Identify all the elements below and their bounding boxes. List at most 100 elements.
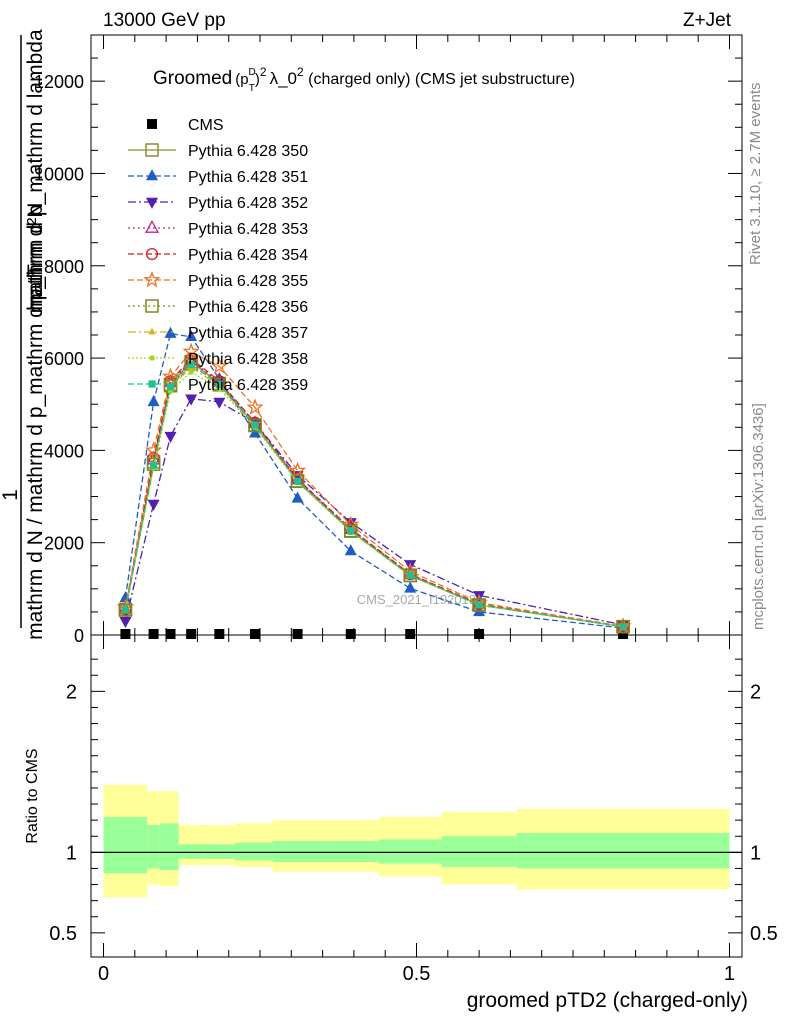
- data-point: [144, 441, 163, 458]
- analysis-watermark: CMS_2021_I1920187: [357, 592, 484, 607]
- data-point: [185, 394, 198, 406]
- ratio-y-tick-label-right: 0.5: [750, 923, 778, 945]
- x-tick-label: 0: [98, 963, 109, 985]
- x-tick-label: 0.5: [403, 963, 431, 985]
- data-point: [347, 527, 355, 535]
- data-point: [345, 629, 356, 639]
- data-point: [246, 398, 264, 415]
- data-point: [147, 395, 160, 407]
- data-point: [472, 598, 486, 612]
- series-line: [124, 397, 624, 626]
- data-point: [292, 629, 303, 639]
- plot-title: Groomed (pD T)2 λ_02 (charged only) (CMS je…: [153, 65, 575, 94]
- y-tick-label: 8000: [44, 257, 84, 277]
- series-pythia-351: [119, 326, 630, 633]
- legend-marker: [145, 299, 159, 313]
- series-pythia-358: [122, 369, 626, 630]
- ratio-y-label: Ratio to CMS: [24, 748, 41, 843]
- ratio-y-tick-label-right: 1: [750, 842, 761, 864]
- data-point: [149, 461, 158, 469]
- ratio-plot: 0.5 0.51 12 2 0 0.5 1 Ratio to CMS groomed pT…: [24, 634, 778, 1012]
- series-pythia-357: [121, 363, 627, 630]
- legend-entry-label: Pythia 6.428 359: [188, 377, 308, 394]
- data-point: [119, 616, 132, 629]
- data-point: [119, 591, 132, 603]
- data-point: [148, 629, 159, 639]
- ratio-x-ticks: 0 0.5 1: [98, 635, 735, 985]
- ratio-y-tick-label-right: 2: [750, 681, 761, 703]
- main-series: [116, 326, 632, 639]
- legend-marker: [145, 247, 159, 261]
- data-point: [185, 329, 198, 342]
- legend: CMS Pythia 6.428 350 Pythia 6.428 351 Pythi…: [128, 117, 308, 394]
- y-tick-label: 4000: [44, 441, 84, 461]
- legend-entry-label: Pythia 6.428 356: [188, 299, 308, 316]
- ratio-y-tick-label: 0.5: [49, 923, 77, 945]
- data-point: [474, 629, 485, 639]
- y-label-denominator: mathrm d N / mathrm d p_mathrm d p_T: [24, 264, 47, 640]
- data-point: [251, 421, 259, 429]
- legend-marker: [147, 119, 157, 129]
- legend-marker: [146, 197, 158, 209]
- data-point: [187, 360, 195, 369]
- ratio-stat-band: [178, 844, 204, 859]
- data-point: [475, 601, 483, 609]
- data-point: [291, 491, 304, 503]
- legend-entry-label: Pythia 6.428 357: [188, 325, 308, 342]
- data-point: [404, 581, 417, 593]
- data-point: [165, 629, 176, 639]
- y-label-denominator-top: 1: [0, 489, 22, 501]
- series-line: [124, 363, 624, 628]
- mcplots-label: mcplots.cern.ch [arXiv:1306.3436]: [750, 403, 767, 630]
- legend-entry-label: Pythia 6.428 358: [188, 351, 308, 368]
- data-point: [147, 499, 160, 511]
- ratio-stat-band: [234, 842, 273, 861]
- legend-marker: [144, 220, 160, 233]
- series-line: [124, 371, 624, 628]
- data-point: [406, 571, 414, 580]
- header-left: 13000 GeV pp: [103, 10, 226, 31]
- series-line: [124, 357, 624, 628]
- data-point: [403, 568, 417, 583]
- ratio-stat-band: [147, 824, 160, 869]
- ratio-plot-frame: [90, 634, 743, 958]
- legend-marker: [143, 270, 161, 288]
- y-tick-label: 10000: [34, 164, 84, 184]
- ratio-y-tick-label: 2: [66, 681, 77, 703]
- ratio-stat-band: [272, 841, 323, 863]
- legend-marker: [148, 380, 156, 388]
- ratio-stat-band: [203, 844, 235, 859]
- ratio-bands: [103, 784, 730, 898]
- data-point: [288, 461, 307, 479]
- data-point: [164, 431, 177, 443]
- ratio-stat-band: [441, 836, 517, 867]
- legend-entry-label: CMS: [188, 117, 224, 134]
- data-point: [619, 623, 627, 631]
- data-point: [344, 524, 358, 538]
- main-y-ticks: 0 2000 4000 6000 8000 10000 12000: [34, 34, 742, 646]
- data-point: [210, 357, 228, 374]
- data-point: [166, 383, 175, 391]
- y-label-numerator: mathrm d²N: [24, 203, 47, 314]
- data-point: [120, 629, 131, 639]
- legend-entry-label: Pythia 6.428 353: [188, 221, 308, 238]
- data-point: [121, 606, 130, 614]
- data-point: [182, 342, 200, 359]
- legend-entry-label: Pythia 6.428 351: [188, 169, 308, 186]
- data-point: [186, 629, 197, 639]
- data-point: [618, 629, 629, 639]
- series-line: [124, 366, 624, 628]
- legend-entry-label: Pythia 6.428 355: [188, 273, 308, 290]
- ratio-y-tick-label: 1: [66, 842, 77, 864]
- ratio-stat-band: [322, 841, 379, 863]
- data-point: [215, 380, 223, 388]
- legend-marker: [149, 355, 155, 361]
- data-point: [213, 397, 226, 409]
- ratio-stat-band: [516, 833, 730, 869]
- series-line: [124, 360, 624, 628]
- data-point: [164, 326, 177, 338]
- rivet-label: Rivet 3.1.10, ≥ 2.7M events: [747, 83, 764, 266]
- data-point: [250, 629, 261, 639]
- data-point: [248, 418, 262, 433]
